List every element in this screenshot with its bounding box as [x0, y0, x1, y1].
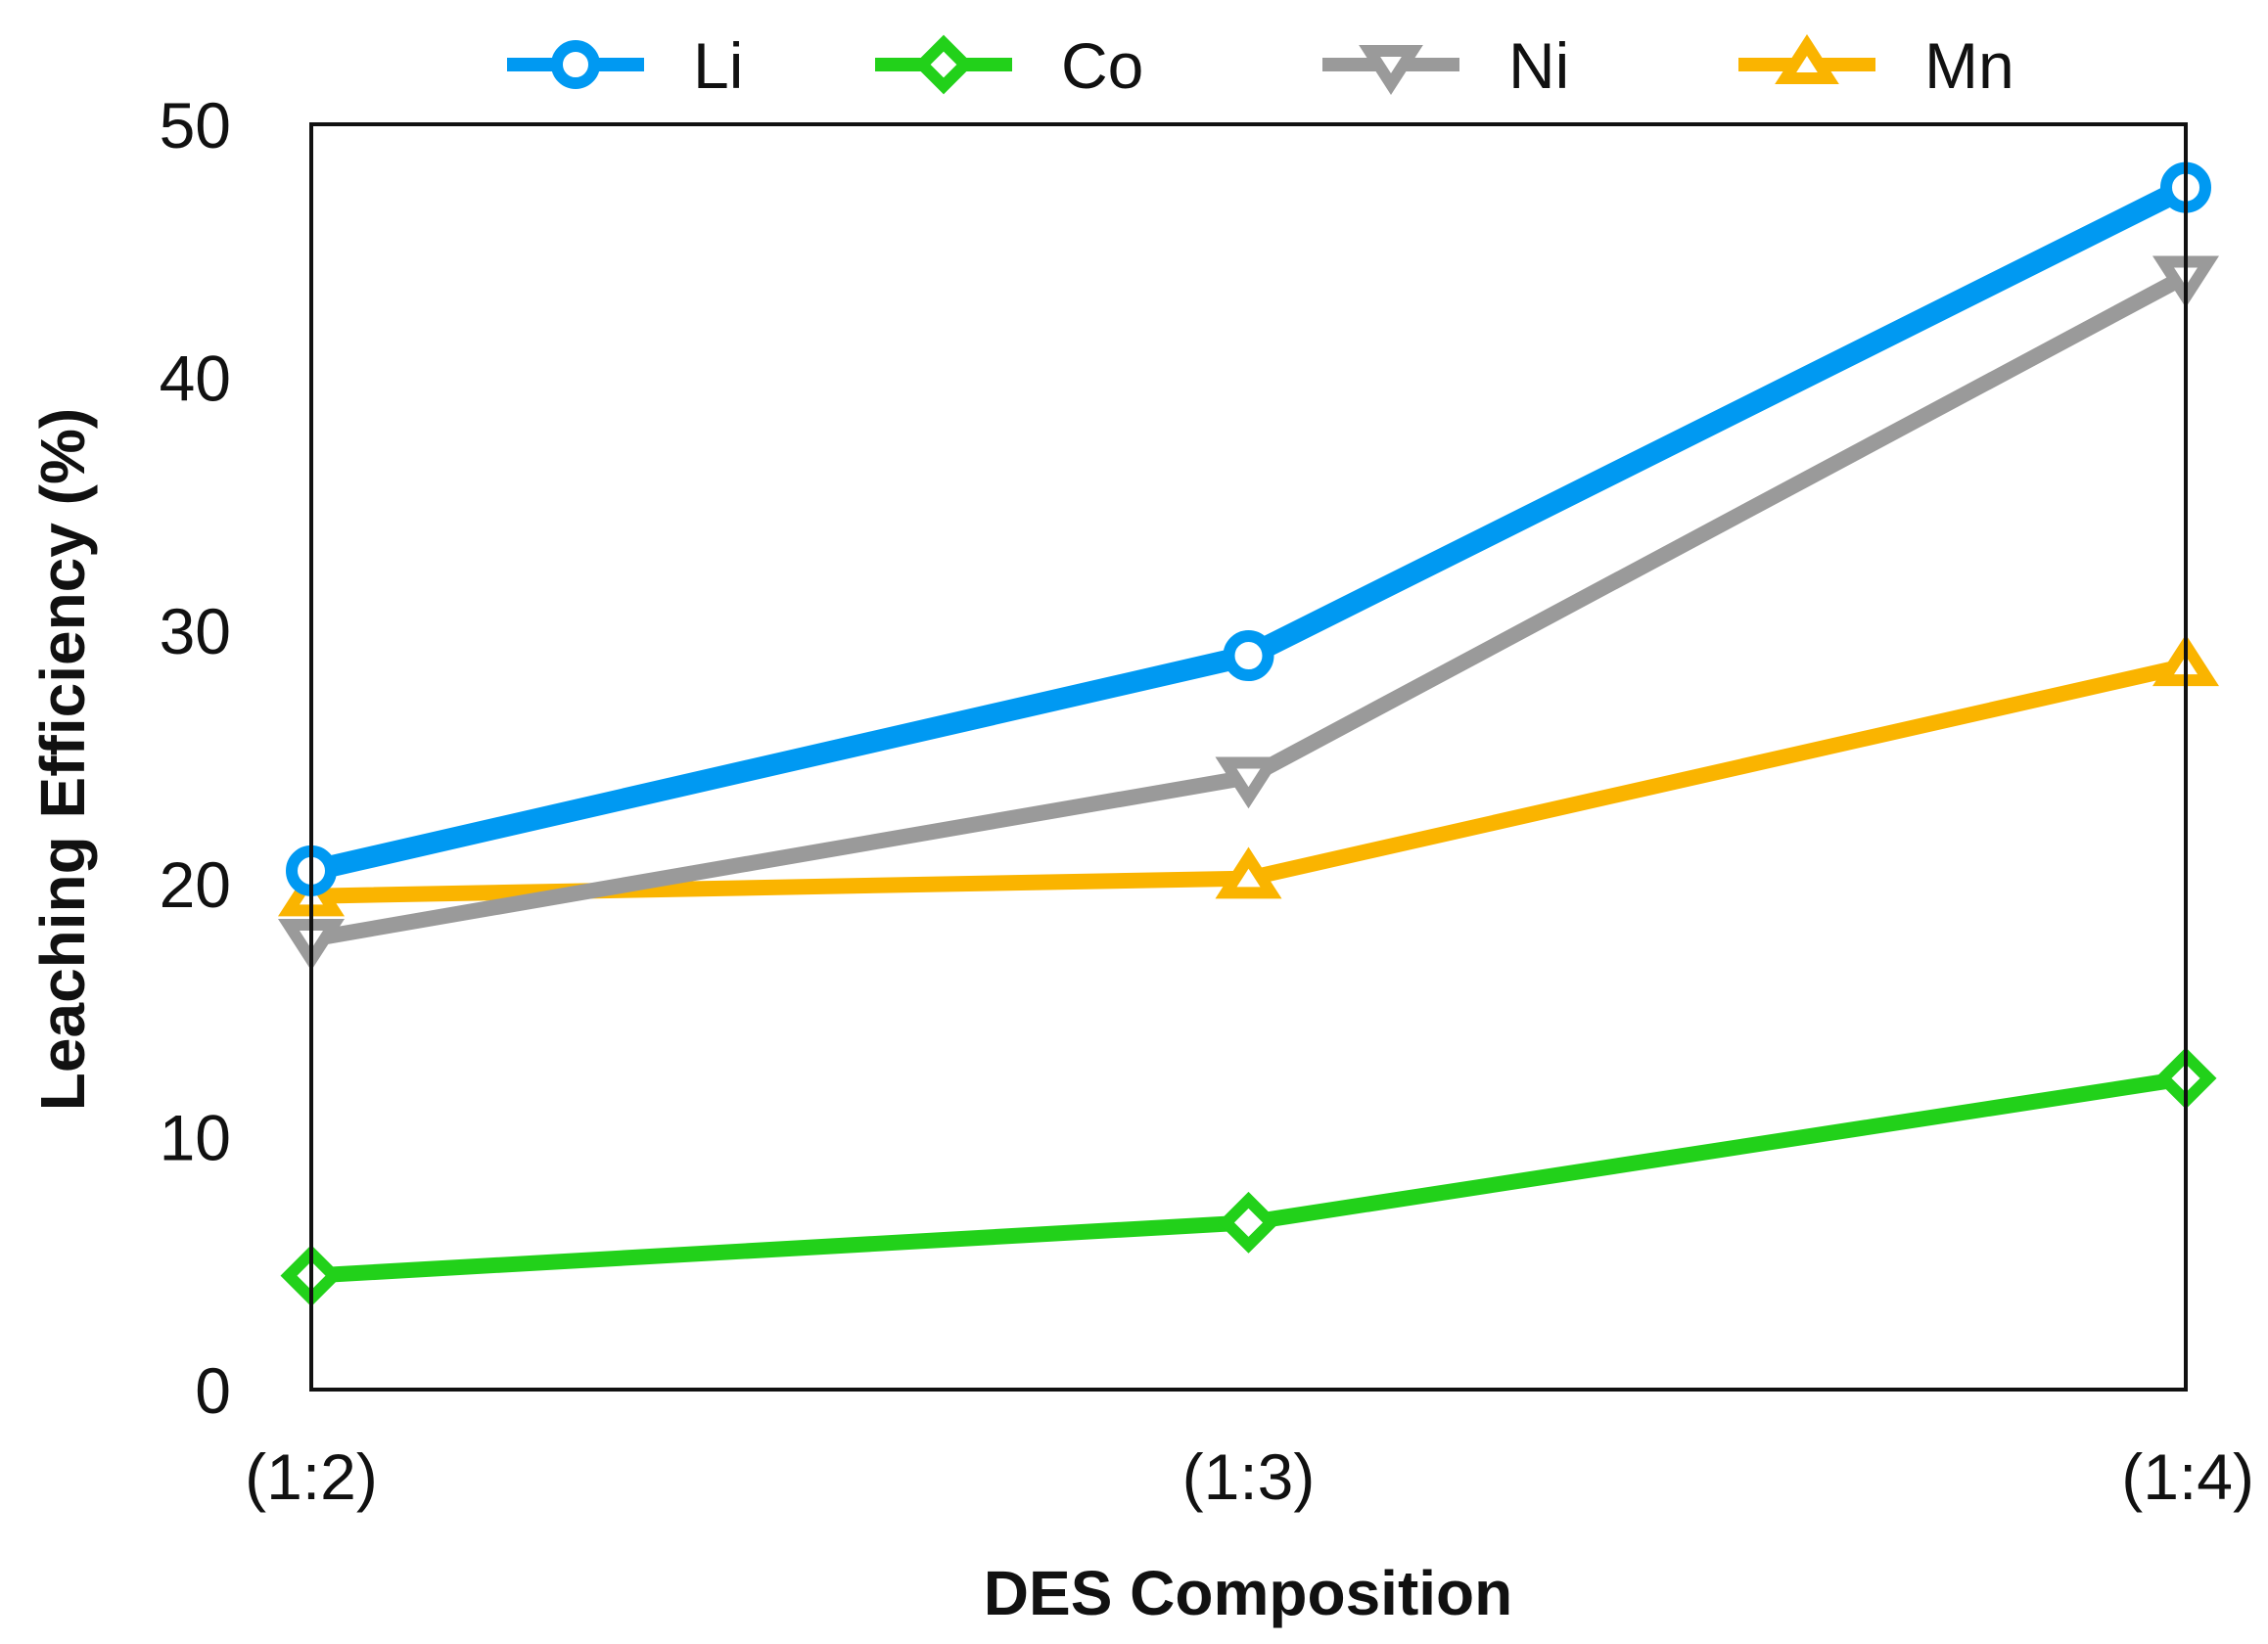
x-tick-label: (1:3): [1182, 1440, 1316, 1513]
legend-label: Co: [1061, 29, 1143, 102]
y-tick-label: 0: [195, 1354, 231, 1427]
data-point-ni: [1215, 756, 1282, 809]
x-axis-ticks: (1:2) (1:3) (1:4): [245, 1440, 2254, 1513]
y-tick-label: 30: [160, 595, 231, 667]
legend-marker-li: [551, 40, 600, 89]
x-tick-label: (1:2): [245, 1440, 378, 1513]
x-tick-label: (1:4): [2121, 1440, 2254, 1513]
y-tick-label: 10: [160, 1101, 231, 1173]
series-ni: [277, 255, 2220, 971]
plot-frame: [309, 122, 2188, 1392]
series-li: [286, 161, 2211, 896]
legend-item-ni: Ni: [1322, 29, 1569, 102]
x-axis-title: DES Composition: [984, 1558, 1512, 1628]
series-line-ni: [303, 268, 2194, 947]
data-point-co: [1218, 1191, 1279, 1254]
y-axis-ticks: 0 10 20 30 40 50: [160, 89, 231, 1427]
legend-item-co: Co: [875, 29, 1143, 102]
legend-marker-mn: [1775, 33, 1839, 84]
legend-item-li: Li: [507, 29, 743, 102]
legend-item-mn: Mn: [1738, 29, 2014, 102]
legend-marker-co: [913, 34, 974, 95]
legend-label: Ni: [1508, 29, 1569, 102]
legend-label: Mn: [1924, 29, 2014, 102]
legend-marker-ni: [1359, 45, 1423, 96]
legend: Li Co Ni Mn: [507, 29, 2014, 102]
data-point-li: [1223, 630, 1274, 682]
y-tick-label: 50: [160, 89, 231, 161]
legend-label: Li: [693, 29, 743, 102]
y-axis-title: Leaching Efficiency (%): [27, 408, 98, 1111]
y-tick-label: 20: [160, 848, 231, 921]
series-layer: [277, 161, 2220, 1307]
y-tick-label: 40: [160, 342, 231, 415]
data-point-mn: [1215, 846, 1282, 899]
series-co: [280, 1047, 2217, 1307]
